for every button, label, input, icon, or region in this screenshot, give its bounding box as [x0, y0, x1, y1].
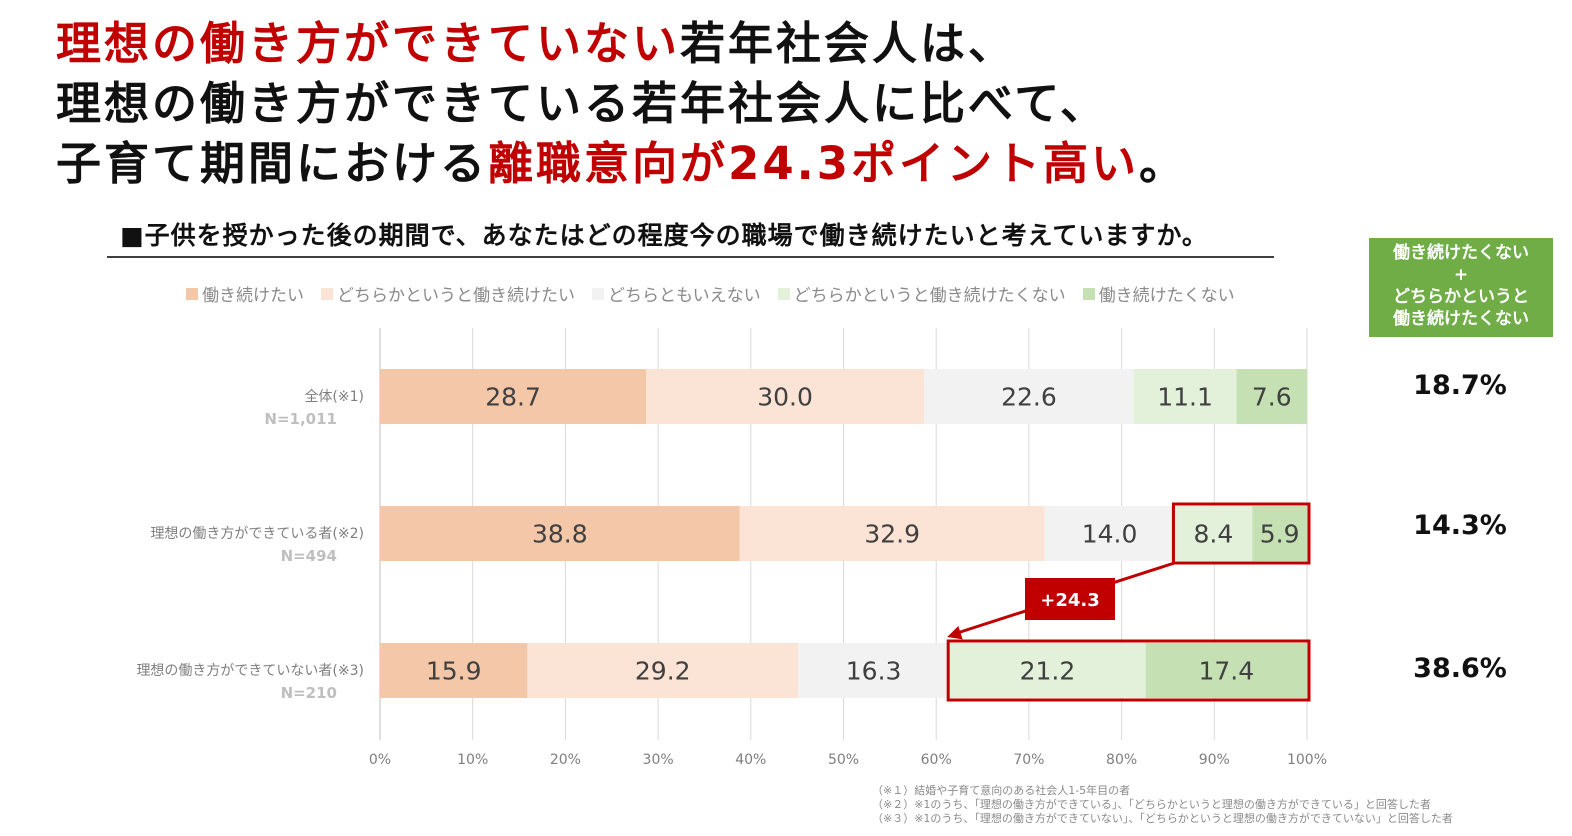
side-header-line-3: 働き続けたくない: [1393, 309, 1529, 329]
x-tick-label-4: 40%: [735, 752, 766, 768]
data-label-3-2: 29.2: [635, 657, 691, 686]
category-label-2: 理想の働き方ができている者(※2): [150, 526, 364, 542]
x-tick-label-5: 50%: [828, 752, 859, 768]
legend-item-2: どちらかというと働き続けたい: [321, 281, 575, 306]
headline-period: 。: [1139, 137, 1188, 190]
x-tick-label-7: 70%: [1013, 752, 1044, 768]
headline-red-text-1: 理想の働き方ができていない: [56, 17, 681, 70]
legend-item-4: どちらかというと働き続けたくない: [777, 281, 1066, 306]
side-header-plus: +: [1453, 265, 1469, 285]
bar-segment-2-2: [739, 506, 1045, 561]
sample-size-1: N=1,011: [264, 410, 337, 428]
bar-segment-3-2: [527, 643, 799, 698]
x-tick-label-0: 0%: [369, 752, 391, 768]
bar-segment-3-4: [949, 643, 1146, 698]
bar-segment-1-2: [646, 369, 925, 424]
callout-label: +24.3: [1040, 590, 1100, 611]
data-label-2-3: 14.0: [1082, 520, 1138, 549]
legend-swatch-5: [1082, 287, 1095, 300]
x-tick-label-1: 10%: [457, 752, 488, 768]
bar-segment-3-1: [380, 643, 528, 698]
data-label-2-4: 8.4: [1193, 520, 1233, 549]
x-tick-label-2: 20%: [550, 752, 581, 768]
x-tick-label-8: 80%: [1106, 752, 1137, 768]
data-label-3-3: 16.3: [846, 657, 902, 686]
callout-arrow-head: [947, 626, 963, 640]
legend-item-3: どちらともいえない: [592, 281, 761, 306]
data-label-1-5: 7.6: [1252, 383, 1292, 412]
headline-text-1: 若年社会人は、: [680, 17, 1017, 70]
bar-segment-1-5: [1236, 369, 1307, 424]
x-tick-label-9: 90%: [1199, 752, 1230, 768]
data-label-2-2: 32.9: [864, 520, 920, 549]
bar-segment-1-4: [1133, 369, 1237, 424]
data-label-1-1: 28.7: [485, 383, 541, 412]
bar-segment-2-5: [1252, 506, 1307, 561]
headline: 理想の働き方ができていない若年社会人は、 理想の働き方ができている若年社会人に比…: [56, 14, 1356, 194]
footnote-3: （※３）※1のうち、「理想の働き方ができていない」、「どちらかというと理想の働き…: [872, 812, 1453, 825]
survey-question: ■子供を授かった後の期間で、あなたはどの程度今の職場で働き続けたいと考えています…: [120, 221, 1208, 250]
headline-line-3: 子育て期間における離職意向が24.3ポイント高い。: [56, 134, 1356, 194]
legend-label-5: 働き続けたくない: [1098, 286, 1235, 306]
legend-label-4: どちらかというと働き続けたくない: [793, 286, 1066, 306]
bar-segment-1-3: [924, 369, 1134, 424]
legend-swatch-4: [777, 287, 790, 300]
data-label-2-1: 38.8: [532, 520, 588, 549]
sample-size-2: N=494: [281, 547, 337, 565]
headline-line-2: 理想の働き方ができている若年社会人に比べて、: [56, 77, 1108, 130]
headline-text-3: 子育て期間における: [56, 137, 489, 190]
sample-size-3: N=210: [281, 684, 337, 702]
x-tick-label-10: 100%: [1287, 752, 1327, 768]
x-tick-label-6: 60%: [921, 752, 952, 768]
legend-swatch-3: [592, 287, 604, 300]
data-label-3-4: 21.2: [1020, 657, 1076, 686]
data-label-1-4: 11.1: [1157, 383, 1213, 412]
question-underline: [107, 256, 1274, 258]
side-header-line-1: 働き続けたくない: [1393, 243, 1529, 263]
legend-swatch-2: [321, 287, 333, 300]
callout-box: [1025, 578, 1115, 620]
footnotes: （※１）結婚や子育て意向のある社会人1-5年目の者 （※２）※1のうち、「理想の…: [872, 784, 1453, 826]
data-label-3-1: 15.9: [426, 657, 482, 686]
side-header-line-2: どちらかというと: [1393, 287, 1529, 307]
headline-line-1: 理想の働き方ができていない若年社会人は、: [56, 14, 1356, 74]
legend-item-1: 働き続けたい: [186, 281, 304, 306]
highlight-box-ideal: [1171, 502, 1311, 565]
legend-label-2: どちらかというと働き続けたい: [337, 286, 575, 306]
data-label-1-2: 30.0: [757, 383, 813, 412]
bar-segment-2-4: [1174, 506, 1253, 561]
total-value-overall: 18.7%: [1413, 370, 1507, 401]
legend-item-5: 働き続けたくない: [1082, 281, 1235, 306]
data-label-1-3: 22.6: [1001, 383, 1057, 412]
footnote-2: （※２）※1のうち、「理想の働き方ができている」、「どちらかというと理想の働き方…: [872, 798, 1431, 811]
chart-legend: 働き続けたい どちらかというと働き続けたい どちらともいえない どちらかというと働き続…: [186, 281, 1252, 306]
headline-red-text-3: 離職意向が24.3ポイント高い: [488, 137, 1140, 190]
legend-label-1: 働き続けたい: [202, 286, 304, 306]
legend-swatch-1: [186, 287, 198, 300]
bar-segment-3-3: [798, 643, 950, 698]
category-label-3: 理想の働き方ができていない者(※3): [136, 663, 364, 679]
total-value-not-ideal: 38.6%: [1413, 653, 1507, 684]
side-header-box: 働き続けたくない + どちらかというと 働き続けたくない: [1369, 238, 1553, 337]
data-label-3-5: 17.4: [1199, 657, 1255, 686]
legend-label-3: どちらともいえない: [608, 286, 761, 306]
bar-segment-1-1: [380, 369, 647, 424]
footnote-1: （※１）結婚や子育て意向のある社会人1-5年目の者: [872, 784, 1131, 797]
bar-segment-2-1: [380, 506, 740, 561]
category-label-1: 全体(※1): [304, 388, 364, 405]
data-label-2-5: 5.9: [1260, 520, 1300, 549]
total-value-ideal: 14.3%: [1413, 510, 1507, 541]
bar-segment-2-3: [1044, 506, 1175, 561]
bar-segment-3-5: [1145, 643, 1307, 698]
x-tick-label-3: 30%: [643, 752, 674, 768]
highlight-box-not-ideal: [946, 639, 1311, 702]
